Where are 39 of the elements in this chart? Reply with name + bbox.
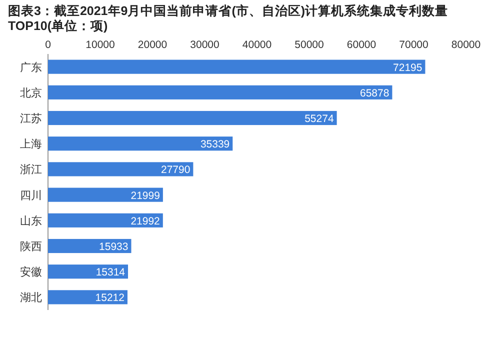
x-tick-label: 50000	[294, 39, 324, 51]
bar	[48, 85, 392, 100]
x-tick-label: 70000	[399, 39, 429, 51]
y-tick-label: 安徽	[20, 266, 42, 279]
data-label: 15933	[99, 241, 128, 253]
data-label: 65878	[360, 87, 390, 100]
y-tick-label: 北京	[20, 86, 42, 100]
data-label: 21992	[130, 215, 160, 228]
data-label: 15314	[96, 266, 126, 279]
x-tick-label: 10000	[86, 39, 116, 51]
data-label: 15212	[95, 292, 125, 304]
bar	[48, 264, 128, 279]
x-tick-label: 0	[45, 39, 52, 51]
bar	[48, 60, 426, 74]
data-label: 55274	[304, 113, 334, 125]
y-tick-label: 广东	[20, 60, 42, 74]
x-tick-label: 80000	[451, 39, 481, 51]
bar	[48, 213, 163, 228]
y-tick-label: 山东	[20, 214, 42, 228]
x-tick-label: 60000	[346, 39, 376, 51]
data-label: 21999	[130, 190, 160, 202]
y-tick-label: 江苏	[20, 112, 42, 125]
bar	[48, 110, 337, 126]
y-tick-label: 湖北	[20, 291, 42, 304]
y-tick-label: 四川	[20, 188, 42, 202]
bar	[48, 188, 163, 202]
y-tick-label: 浙江	[20, 163, 42, 176]
y-tick-label: 陕西	[20, 241, 42, 253]
bar	[48, 162, 194, 176]
bar	[48, 290, 128, 304]
x-tick-label: 30000	[190, 39, 220, 51]
x-tick-label: 20000	[138, 39, 168, 51]
data-label: 27790	[161, 164, 190, 176]
x-tick-label: 40000	[242, 39, 272, 51]
chart-title: 图表3：截至2021年9月中国当前申请省(市、自治区)计算机系统集成专利数量TOP10(单位：项)	[8, 4, 450, 34]
y-tick-label: 上海	[20, 138, 42, 151]
data-label: 35339	[200, 138, 230, 151]
data-label: 72195	[393, 62, 422, 74]
bar	[48, 136, 233, 151]
